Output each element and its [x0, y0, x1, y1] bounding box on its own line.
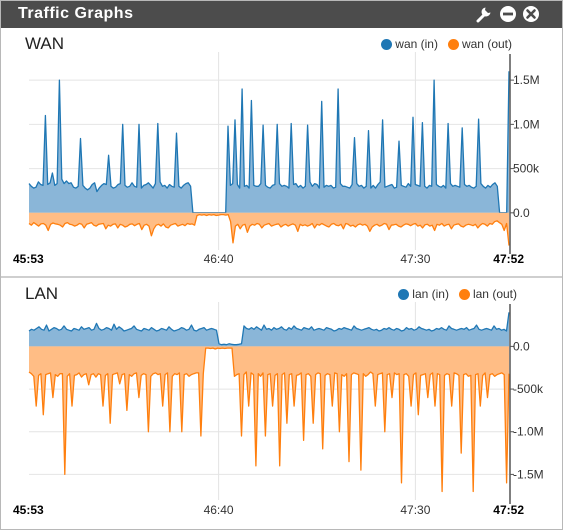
legend-item-wan-out[interactable]: wan (out) [447, 37, 512, 51]
lan-graph-panel: LAN lan (in) lan (out) 0.0 -500k -1.0M -1.5… [1, 278, 562, 530]
wan-chart-title: WAN [25, 34, 65, 53]
x-tick-label: 47:30 [400, 252, 430, 266]
legend-item-wan-in[interactable]: wan (in) [381, 37, 438, 51]
y-tick-label: -1.0M [513, 425, 544, 439]
lan-chart-title: LAN [25, 284, 59, 303]
series-line-in [28, 71, 510, 214]
wrench-icon[interactable] [475, 5, 493, 23]
y-tick-label: -1.5M [513, 467, 544, 481]
widget-header: Traffic Graphs [1, 1, 562, 28]
y-tick-label: 0.0 [513, 339, 530, 353]
lan-out-dot-icon [458, 288, 470, 300]
legend-item-lan-out[interactable]: lan (out) [458, 287, 517, 301]
series-area-in [29, 71, 509, 213]
wan-graph-panel: WAN wan (in) wan (out) 1.5M 1.0M 500k 0.0 45… [1, 28, 562, 276]
x-tick-label: 45:53 [13, 252, 44, 266]
legend-label-lan-in: lan (in) [412, 287, 449, 301]
series-line-out [28, 347, 510, 493]
legend-label-wan-in: wan (in) [395, 37, 438, 51]
x-tick-label: 46:40 [204, 252, 234, 266]
wan-out-dot-icon [447, 38, 459, 50]
y-tick-label: 0.0 [513, 206, 530, 220]
lan-legend: lan (in) lan (out) [388, 287, 517, 301]
legend-label-lan-out: lan (out) [472, 287, 517, 301]
close-icon[interactable] [522, 5, 540, 23]
legend-item-lan-in[interactable]: lan (in) [398, 287, 449, 301]
lan-in-dot-icon [398, 288, 410, 300]
y-tick-label: 500k [513, 162, 540, 176]
x-tick-label: 46:40 [204, 503, 234, 517]
wan-chart: 1.5M 1.0M 500k 0.0 45:53 46:40 47:30 47:52 [13, 52, 540, 266]
legend-label-wan-out: wan (out) [461, 37, 512, 51]
y-tick-label: 1.5M [513, 73, 540, 87]
widget-title: Traffic Graphs [18, 5, 134, 22]
wan-in-dot-icon [381, 38, 393, 50]
minimize-icon[interactable] [499, 5, 517, 23]
x-tick-label: 47:30 [400, 503, 430, 517]
wan-legend: wan (in) wan (out) [371, 37, 512, 51]
x-tick-label: 47:52 [493, 503, 524, 517]
lan-chart: 0.0 -500k -1.0M -1.5M 45:53 46:40 47:30 47:52 [13, 302, 544, 517]
y-tick-label: 1.0M [513, 117, 540, 131]
panel-divider [1, 276, 562, 278]
series-line-out [28, 213, 510, 246]
series-area-out [29, 346, 509, 492]
x-tick-label: 47:52 [493, 252, 524, 266]
series-line-in [28, 312, 510, 346]
x-tick-label: 45:53 [13, 503, 44, 517]
series-area-out [29, 212, 509, 246]
series-area-in [29, 312, 509, 347]
y-tick-label: -500k [513, 382, 544, 396]
